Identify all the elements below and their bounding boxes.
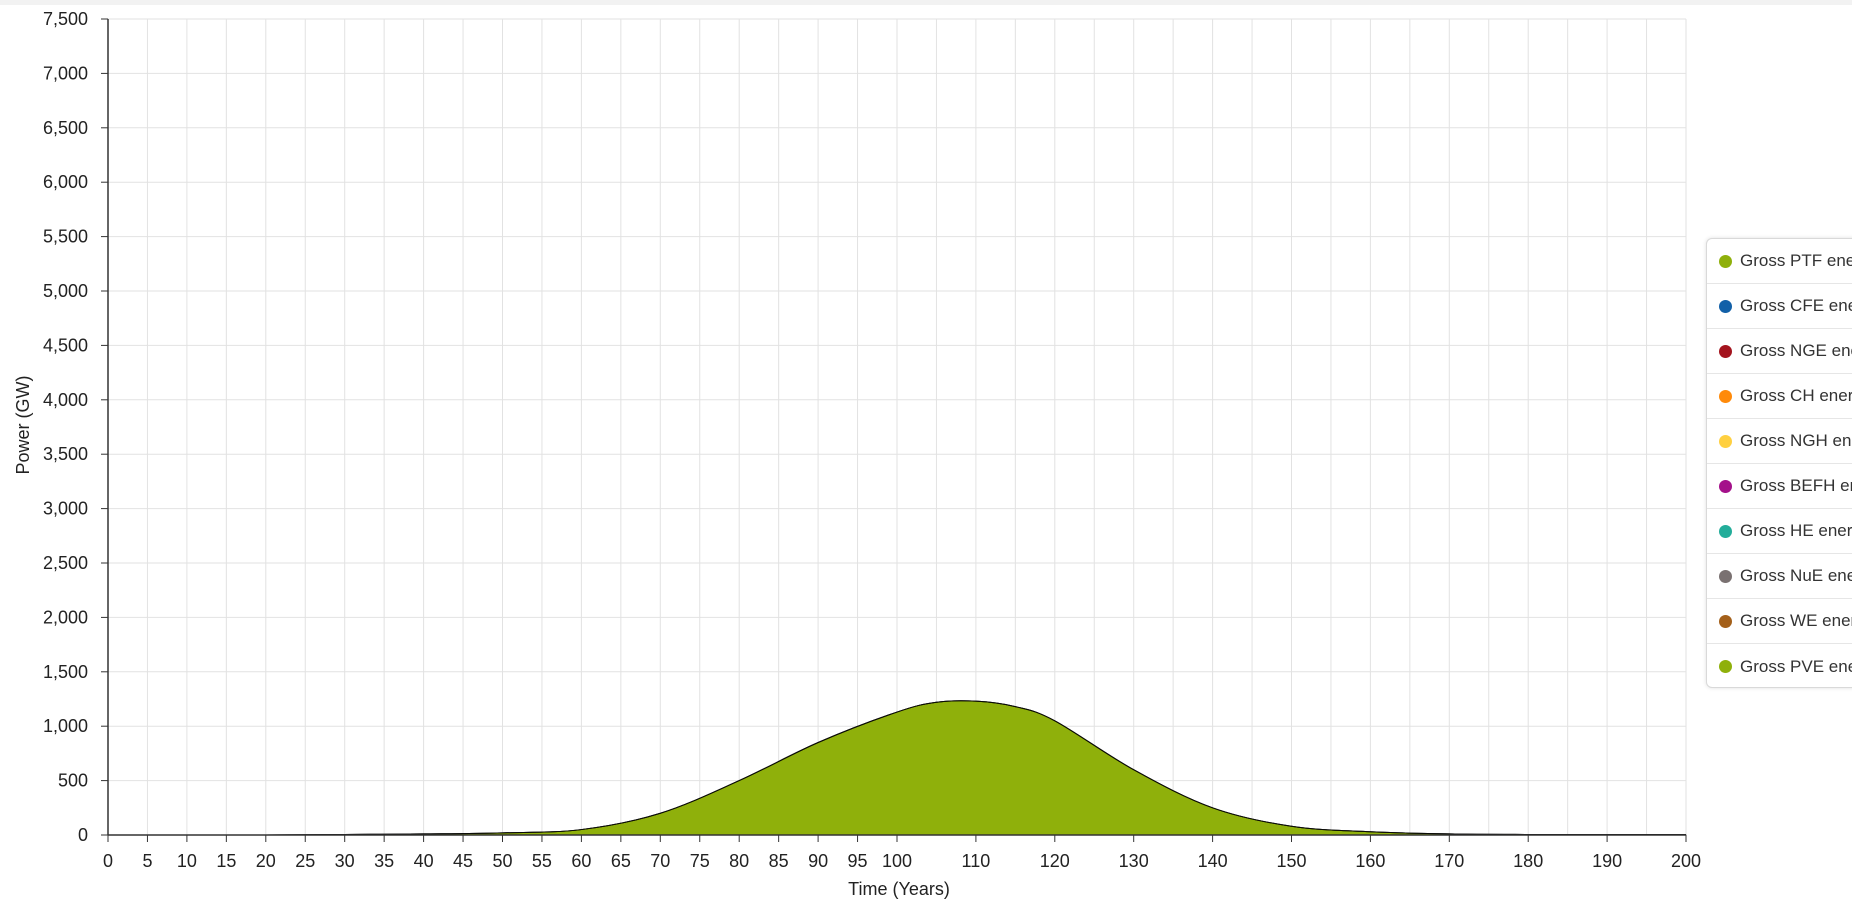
legend-label: Gross NGH ene bbox=[1740, 431, 1852, 450]
legend-item[interactable]: Gross WE ener bbox=[1707, 599, 1852, 644]
series-area[interactable] bbox=[107, 700, 1686, 836]
series-area[interactable] bbox=[107, 700, 1686, 836]
y-tick-label: 1,000 bbox=[43, 716, 88, 736]
x-tick-label: 30 bbox=[335, 851, 355, 871]
x-tick-label: 10 bbox=[177, 851, 197, 871]
x-tick-label: 85 bbox=[769, 851, 789, 871]
legend-item[interactable]: Gross BEFH en bbox=[1707, 464, 1852, 509]
legend-label: Gross PTF ene bbox=[1740, 251, 1852, 270]
legend-swatch bbox=[1719, 299, 1732, 313]
legend-swatch bbox=[1719, 569, 1732, 583]
legend-label: Gross CFE ene bbox=[1740, 296, 1852, 315]
x-tick-label: 25 bbox=[295, 851, 315, 871]
y-axis-ticks: 0 500 1,000 1,500 2,000 2,500 3,000 3,500 4,000 4… bbox=[43, 9, 108, 845]
x-tick-label: 90 bbox=[808, 851, 828, 871]
legend-swatch bbox=[1719, 389, 1732, 403]
legend-item[interactable]: Gross HE energ bbox=[1707, 509, 1852, 554]
x-tick-label: 200 bbox=[1671, 851, 1701, 871]
x-tick-label: 110 bbox=[962, 851, 991, 871]
x-axis-title: Time (Years) bbox=[848, 879, 950, 899]
legend-item[interactable]: Gross CH energ bbox=[1707, 374, 1852, 419]
x-tick-label: 45 bbox=[453, 851, 473, 871]
y-tick-label: 6,500 bbox=[43, 118, 88, 138]
x-tick-label: 180 bbox=[1513, 851, 1543, 871]
legend-item[interactable]: Gross PTF ene bbox=[1707, 239, 1852, 284]
legend-label: Gross CH energ bbox=[1740, 386, 1852, 405]
series-area[interactable] bbox=[107, 700, 1686, 836]
legend-swatch bbox=[1719, 479, 1732, 493]
legend-item[interactable]: Gross CFE ene bbox=[1707, 284, 1852, 329]
legend-label: Gross NGE ene bbox=[1740, 341, 1852, 360]
series-areas bbox=[107, 700, 1687, 836]
x-tick-label: 130 bbox=[1119, 851, 1149, 871]
y-tick-label: 4,000 bbox=[43, 390, 88, 410]
x-tick-label: 35 bbox=[374, 851, 394, 871]
y-tick-label: 500 bbox=[58, 771, 88, 791]
top-bar bbox=[0, 0, 1852, 5]
series-area[interactable] bbox=[107, 700, 1686, 836]
legend-label: Gross BEFH en bbox=[1740, 476, 1852, 495]
legend-swatch bbox=[1719, 614, 1732, 628]
y-tick-label: 0 bbox=[78, 825, 88, 845]
legend-swatch bbox=[1719, 660, 1732, 673]
legend-swatch bbox=[1719, 254, 1732, 268]
legend-item[interactable]: Gross NuE ene bbox=[1707, 554, 1852, 599]
x-tick-label: 70 bbox=[650, 851, 670, 871]
x-tick-label: 5 bbox=[142, 851, 152, 871]
x-tick-label: 0 bbox=[103, 851, 113, 871]
series-area[interactable] bbox=[107, 700, 1686, 836]
y-tick-label: 5,000 bbox=[43, 281, 88, 301]
series-area[interactable] bbox=[107, 700, 1686, 836]
chart-legend: Gross PTF ene Gross CFE ene Gross NGE ene G… bbox=[1706, 238, 1852, 688]
x-tick-label: 80 bbox=[729, 851, 749, 871]
x-tick-label: 40 bbox=[414, 851, 434, 871]
legend-item[interactable]: Gross NGE ene bbox=[1707, 329, 1852, 374]
x-tick-label: 190 bbox=[1592, 851, 1622, 871]
legend-item[interactable]: Gross PVE ene bbox=[1707, 644, 1852, 687]
y-tick-label: 7,500 bbox=[43, 9, 88, 29]
legend-item[interactable]: Gross NGH ene bbox=[1707, 419, 1852, 464]
legend-label: Gross PVE ene bbox=[1740, 656, 1852, 676]
legend-label: Gross WE ener bbox=[1740, 611, 1852, 630]
y-axis-title: Power (GW) bbox=[13, 376, 33, 475]
x-tick-label: 160 bbox=[1355, 851, 1385, 871]
x-tick-label: 95 bbox=[848, 851, 868, 871]
legend-label: Gross NuE ene bbox=[1740, 566, 1852, 585]
legend-swatch bbox=[1719, 344, 1732, 358]
y-tick-label: 3,500 bbox=[43, 444, 88, 464]
y-tick-label: 3,000 bbox=[43, 499, 88, 519]
series-area[interactable] bbox=[107, 700, 1686, 836]
x-tick-label: 55 bbox=[532, 851, 552, 871]
x-axis-ticks: 0 5 10 15 20 25 30 35 40 45 50 55 60 65 70 75 80 85 90 95 10… bbox=[103, 835, 1701, 871]
grid-lines bbox=[107, 18, 1687, 836]
y-tick-label: 5,500 bbox=[43, 227, 88, 247]
y-tick-label: 6,000 bbox=[43, 172, 88, 192]
x-tick-label: 120 bbox=[1040, 851, 1070, 871]
series-area[interactable] bbox=[107, 700, 1686, 836]
x-tick-label: 15 bbox=[216, 851, 236, 871]
x-tick-label: 60 bbox=[571, 851, 591, 871]
x-tick-label: 65 bbox=[611, 851, 631, 871]
x-tick-label: 20 bbox=[256, 851, 276, 871]
legend-swatch bbox=[1719, 524, 1732, 538]
y-tick-label: 2,000 bbox=[43, 607, 88, 627]
legend-swatch bbox=[1719, 434, 1732, 448]
y-tick-label: 2,500 bbox=[43, 553, 88, 573]
legend-label: Gross HE energ bbox=[1740, 521, 1852, 540]
series-area[interactable] bbox=[107, 700, 1686, 836]
x-tick-label: 100 bbox=[882, 851, 912, 871]
x-tick-label: 170 bbox=[1434, 851, 1464, 871]
y-tick-label: 1,500 bbox=[43, 662, 88, 682]
x-tick-label: 50 bbox=[492, 851, 512, 871]
x-tick-label: 140 bbox=[1198, 851, 1228, 871]
x-tick-label: 150 bbox=[1276, 851, 1306, 871]
x-tick-label: 75 bbox=[690, 851, 710, 871]
y-tick-label: 7,000 bbox=[43, 63, 88, 83]
y-tick-label: 4,500 bbox=[43, 335, 88, 355]
